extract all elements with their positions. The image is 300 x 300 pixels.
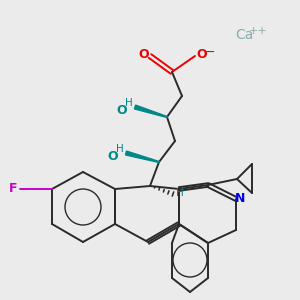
Text: −: − <box>205 46 215 59</box>
Text: O: O <box>108 149 118 163</box>
Text: O: O <box>139 49 149 62</box>
Text: N: N <box>235 193 245 206</box>
Text: ++: ++ <box>249 26 267 36</box>
Text: H: H <box>176 188 184 198</box>
Polygon shape <box>134 105 167 118</box>
Text: Ca: Ca <box>235 28 253 42</box>
Text: H: H <box>116 144 124 154</box>
Text: H: H <box>125 98 133 108</box>
Text: F: F <box>9 182 17 196</box>
Text: O: O <box>117 103 127 116</box>
Text: O: O <box>197 49 207 62</box>
Polygon shape <box>125 151 159 163</box>
